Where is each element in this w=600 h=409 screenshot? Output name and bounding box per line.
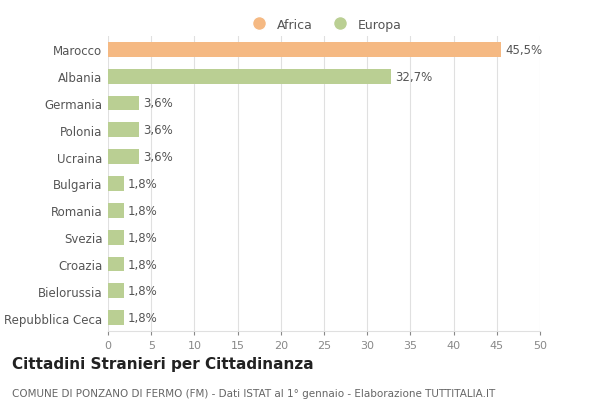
Text: Cittadini Stranieri per Cittadinanza: Cittadini Stranieri per Cittadinanza [12,356,314,371]
Bar [108,310,124,325]
Text: 1,8%: 1,8% [128,178,158,191]
Bar [108,203,124,218]
Text: 1,8%: 1,8% [128,311,158,324]
Bar [108,97,139,111]
Bar [108,230,124,245]
Text: 1,8%: 1,8% [128,285,158,298]
Text: 45,5%: 45,5% [505,44,542,57]
Bar [108,177,124,191]
Text: 3,6%: 3,6% [143,97,173,110]
Bar [108,123,139,138]
Bar [108,150,139,165]
Legend: Africa, Europa: Africa, Europa [242,13,406,36]
Text: COMUNE DI PONZANO DI FERMO (FM) - Dati ISTAT al 1° gennaio - Elaborazione TUTTIT: COMUNE DI PONZANO DI FERMO (FM) - Dati I… [12,389,495,398]
Bar [108,284,124,299]
Text: 1,8%: 1,8% [128,204,158,217]
Text: 3,6%: 3,6% [143,151,173,164]
Bar [108,43,501,58]
Text: 3,6%: 3,6% [143,124,173,137]
Text: 1,8%: 1,8% [128,258,158,271]
Text: 32,7%: 32,7% [395,70,432,83]
Text: 1,8%: 1,8% [128,231,158,244]
Bar [108,70,391,84]
Bar [108,257,124,272]
